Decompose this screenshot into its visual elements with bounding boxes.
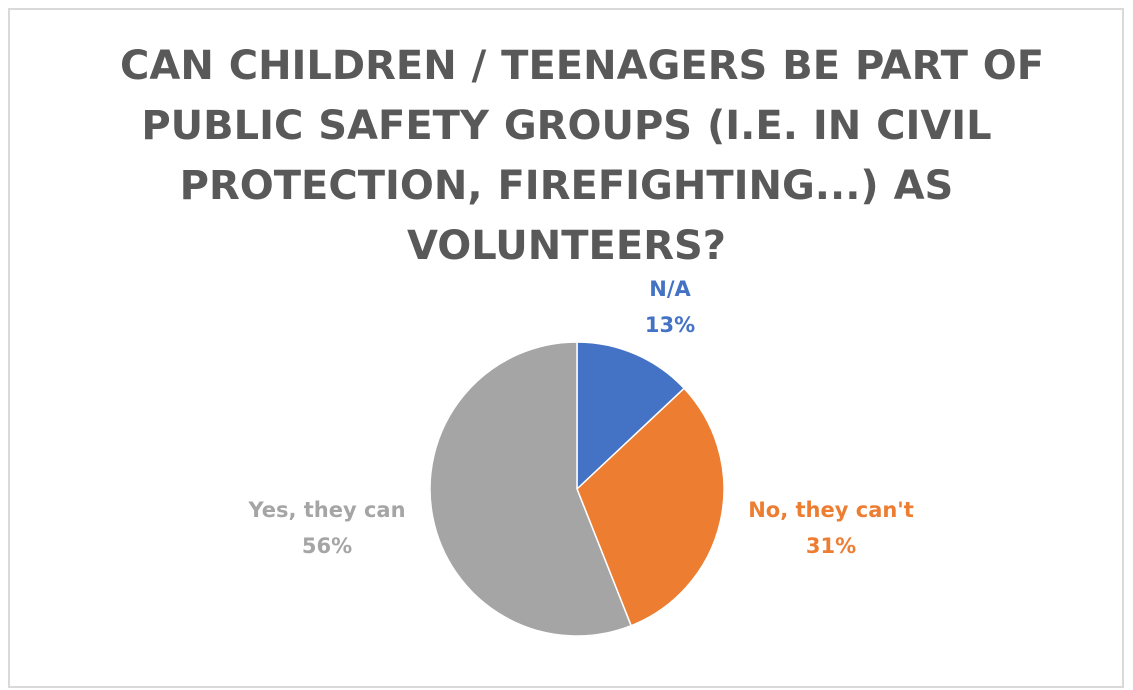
chart-title-line-2: PUBLIC SAFETY GROUPS (I.E. IN CIVIL — [141, 103, 992, 149]
pie-slice — [576, 387, 725, 627]
slice-percent-label: 56% — [302, 534, 352, 558]
slice-label: No, they can't — [748, 498, 914, 522]
chart-title-line-3: PROTECTION, FIREFIGHTING...) AS — [179, 163, 954, 209]
chart-title-line-4: VOLUNTEERS? — [406, 223, 727, 269]
slice-label: N/A — [649, 277, 691, 301]
slice-percent-label: 13% — [645, 313, 695, 337]
pie-slice — [576, 341, 686, 491]
slice-label: Yes, they can — [247, 498, 405, 522]
chart-title: CAN CHILDREN / TEENAGERS BE PART OF PUBL… — [120, 36, 1045, 276]
pie-slice — [429, 341, 633, 637]
chart-title-line-1: CAN CHILDREN / TEENAGERS BE PART OF — [120, 43, 1045, 89]
slice-percent-label: 31% — [806, 534, 856, 558]
